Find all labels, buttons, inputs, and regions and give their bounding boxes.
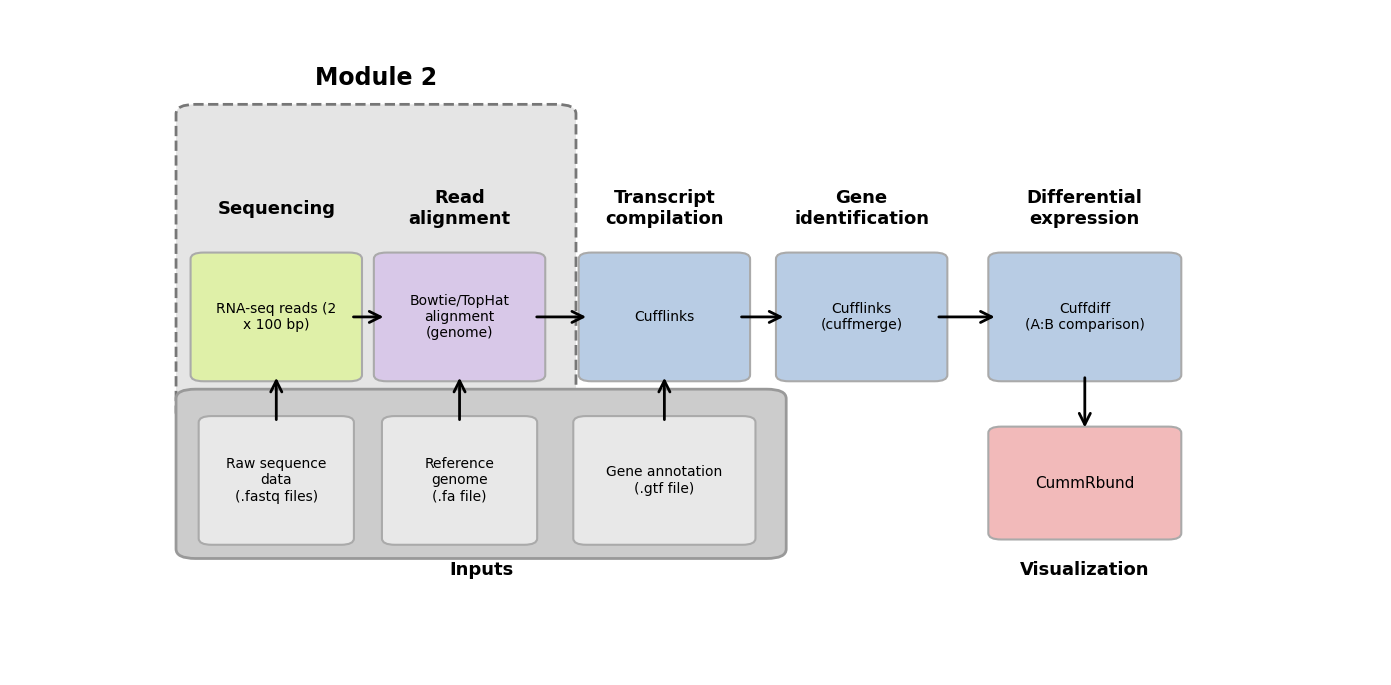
Text: Gene annotation
(.gtf file): Gene annotation (.gtf file): [606, 465, 722, 495]
Text: Cufflinks
(cuffmerge): Cufflinks (cuffmerge): [821, 302, 903, 332]
Text: Module 2: Module 2: [314, 66, 437, 90]
Text: Bowtie/TopHat
alignment
(genome): Bowtie/TopHat alignment (genome): [409, 294, 509, 340]
FancyBboxPatch shape: [573, 416, 755, 545]
Text: Differential
expression: Differential expression: [1027, 189, 1143, 228]
Text: Inputs: Inputs: [449, 561, 513, 579]
FancyBboxPatch shape: [199, 416, 353, 545]
Text: Gene
identification: Gene identification: [794, 189, 929, 228]
FancyBboxPatch shape: [776, 253, 947, 382]
Text: Cuffdiff
(A:B comparison): Cuffdiff (A:B comparison): [1025, 302, 1145, 332]
Text: Visualization: Visualization: [1020, 561, 1149, 579]
FancyBboxPatch shape: [177, 389, 786, 558]
FancyBboxPatch shape: [579, 253, 750, 382]
Text: CummRbund: CummRbund: [1035, 475, 1135, 490]
Text: Cufflinks: Cufflinks: [634, 310, 694, 324]
FancyBboxPatch shape: [383, 416, 537, 545]
Text: RNA-seq reads (2
x 100 bp): RNA-seq reads (2 x 100 bp): [216, 302, 337, 332]
Text: Raw sequence
data
(.fastq files): Raw sequence data (.fastq files): [227, 457, 327, 503]
FancyBboxPatch shape: [177, 104, 576, 421]
FancyBboxPatch shape: [989, 427, 1181, 540]
Text: Read
alignment: Read alignment: [409, 189, 510, 228]
Text: Sequencing: Sequencing: [217, 200, 335, 218]
FancyBboxPatch shape: [191, 253, 362, 382]
Text: Reference
genome
(.fa file): Reference genome (.fa file): [424, 457, 494, 503]
FancyBboxPatch shape: [989, 253, 1181, 382]
FancyBboxPatch shape: [374, 253, 545, 382]
Text: Transcript
compilation: Transcript compilation: [605, 189, 723, 228]
